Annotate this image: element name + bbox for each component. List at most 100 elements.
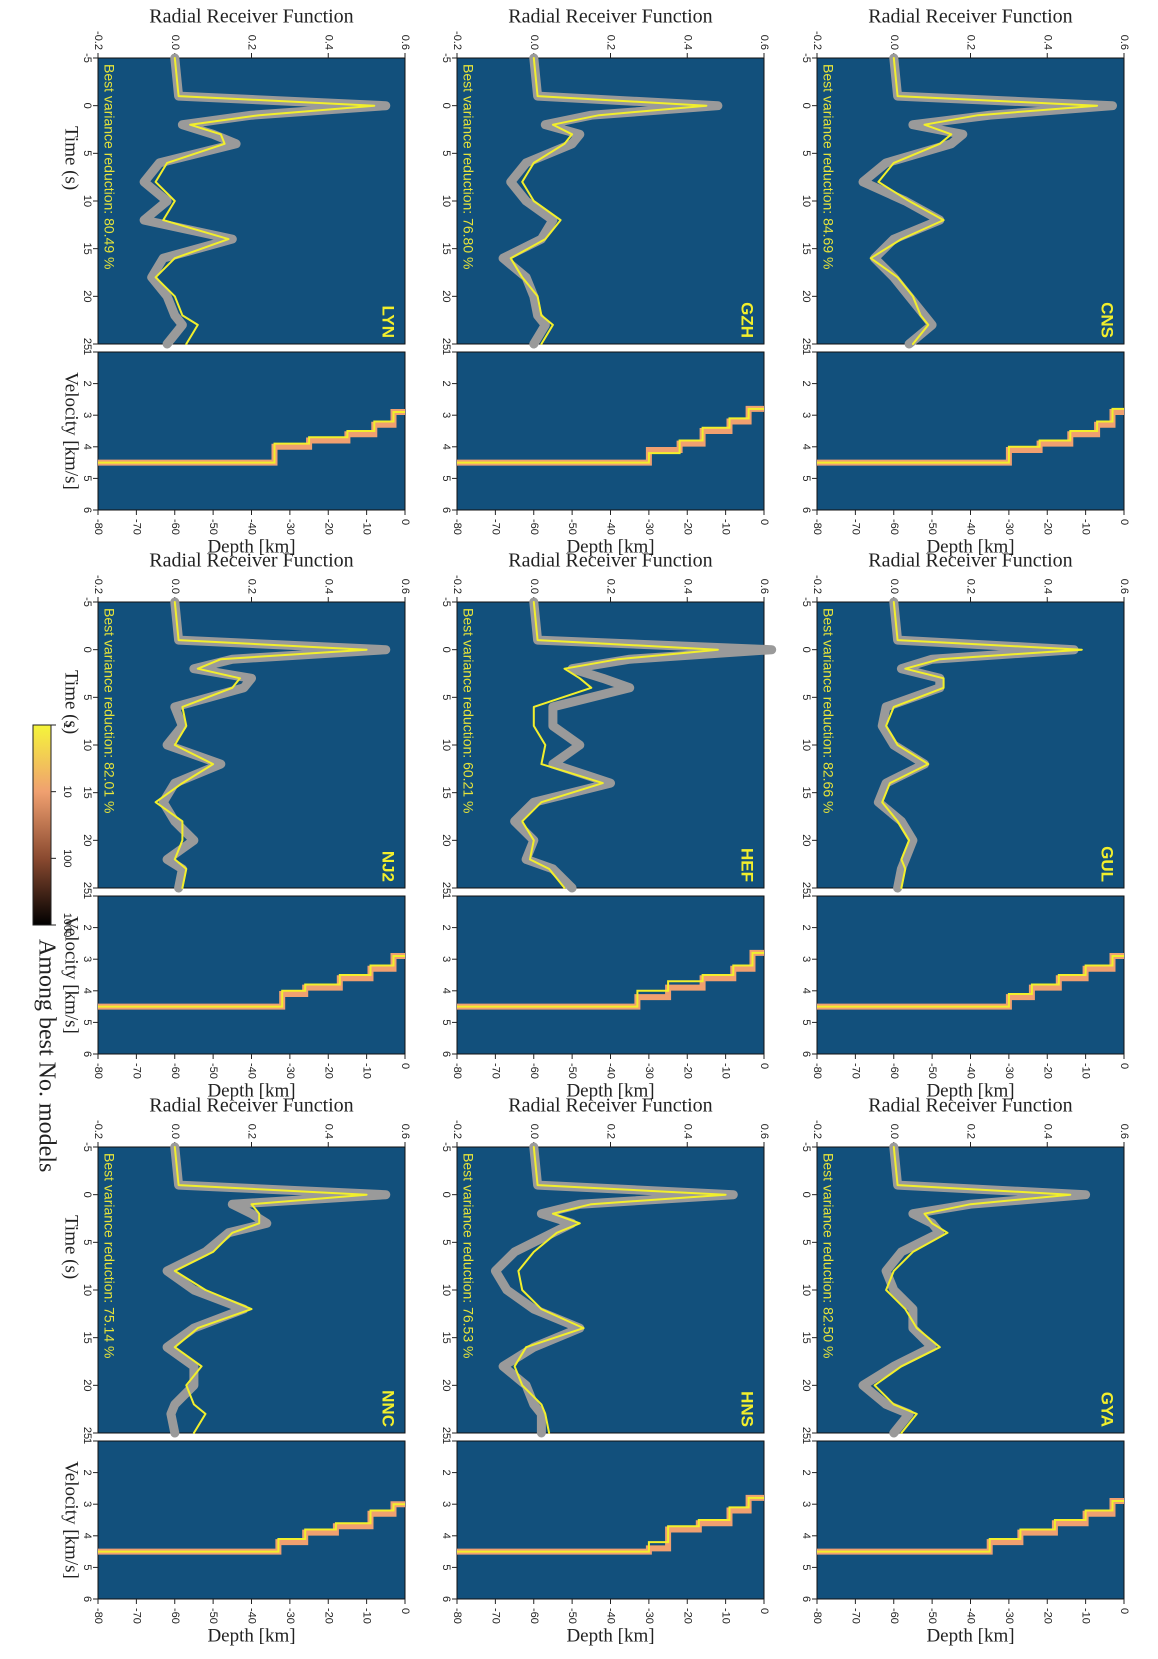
- depth-tick-label: -10: [361, 1063, 373, 1079]
- time-tick-label: 0: [81, 103, 93, 109]
- panel-title: Radial Receiver Function: [149, 6, 353, 28]
- depth-tick-label: -70: [489, 519, 501, 535]
- time-tick-label: 15: [81, 243, 93, 255]
- axis-label: Time (s): [61, 1215, 82, 1279]
- velocity-tick-label: 5: [800, 1564, 812, 1570]
- velocity-tick-label: 4: [81, 1533, 93, 1539]
- velocity-model: [457, 1496, 764, 1553]
- velocity-tick-label: 6: [800, 1596, 812, 1602]
- velocity-tick-label: 6: [81, 507, 93, 513]
- depth-tick-label: -60: [528, 519, 540, 535]
- depth-tick-label: -70: [849, 1608, 861, 1624]
- depth-tick-label: -60: [169, 1608, 181, 1624]
- amplitude-tick-label: 0.0: [888, 35, 900, 50]
- station-label: HEF: [738, 848, 757, 882]
- amplitude-tick-label: -0.2: [92, 575, 104, 594]
- amplitude-tick-label: 0.0: [888, 579, 900, 594]
- rf-line: [521, 601, 719, 889]
- velocity-tick-label: 2: [800, 1470, 812, 1476]
- station-label: HNS: [738, 1391, 757, 1427]
- velocity-tick-label: 1: [440, 893, 452, 899]
- colorbar: [32, 724, 52, 926]
- time-tick-label: 10: [81, 1284, 93, 1296]
- depth-tick-label: -40: [246, 519, 258, 535]
- depth-tick-label: -80: [811, 1608, 823, 1624]
- rf-line: [162, 1142, 391, 1438]
- depth-tick-label: -10: [720, 1063, 732, 1079]
- depth-tick-label: -10: [1080, 1063, 1092, 1079]
- depth-tick-label: -70: [130, 519, 142, 535]
- velocity-tick-label: 4: [81, 444, 93, 450]
- axis-label: Depth [km]: [926, 1625, 1014, 1646]
- time-tick-label: -5: [800, 1142, 812, 1152]
- velocity-tick-label: 3: [81, 956, 93, 962]
- amplitude-tick-label: 0.0: [169, 35, 181, 50]
- time-tick-label: 15: [440, 787, 452, 799]
- amplitude-tick-label: 0.2: [965, 35, 977, 50]
- amplitude-tick-label: 0.0: [528, 579, 540, 594]
- axis-label: Velocity [km/s]: [61, 372, 82, 490]
- depth-tick-label: -20: [1041, 519, 1053, 535]
- time-tick-label: 25: [800, 1427, 812, 1439]
- depth-tick-label: -50: [566, 519, 578, 535]
- amplitude-tick-label: 0.2: [965, 579, 977, 594]
- time-tick-label: 25: [81, 338, 93, 350]
- depth-tick-label: -80: [451, 1063, 463, 1079]
- velocity-tick-label: 6: [800, 1051, 812, 1057]
- annotation: Best variance reduction: 82.01 %: [101, 608, 117, 813]
- velocity-tick-label: 4: [440, 444, 452, 450]
- panel-title: Radial Receiver Function: [149, 1095, 353, 1117]
- velocity-model: [457, 407, 764, 464]
- time-tick-label: 5: [800, 150, 812, 156]
- rf-line: [173, 1146, 368, 1434]
- time-tick-label: 15: [81, 787, 93, 799]
- axis-label: Time (s): [61, 670, 82, 734]
- velocity-tick-label: 5: [800, 1019, 812, 1025]
- time-tick-label: -5: [440, 53, 452, 63]
- velocity-tick-label: 2: [440, 1470, 452, 1476]
- panel-title: Radial Receiver Function: [508, 1095, 712, 1117]
- velocity-tick-label: 4: [440, 988, 452, 994]
- rf-line: [873, 1146, 1072, 1434]
- depth-tick-label: -50: [926, 1063, 938, 1079]
- depth-tick-label: -50: [207, 1608, 219, 1624]
- time-tick-label: 5: [81, 150, 93, 156]
- time-tick-label: 15: [800, 1332, 812, 1344]
- amplitude-tick-label: -0.2: [451, 575, 463, 594]
- time-tick-label: 5: [440, 150, 452, 156]
- depth-tick-label: -20: [681, 1608, 693, 1624]
- station-label: LYN: [379, 306, 398, 338]
- time-tick-label: -5: [81, 1142, 93, 1152]
- station-label: GUL: [1098, 846, 1117, 882]
- time-tick-label: 25: [440, 1427, 452, 1439]
- velocity-tick-label: 1: [81, 1438, 93, 1444]
- time-tick-label: 10: [800, 195, 812, 207]
- time-tick-label: 10: [81, 739, 93, 751]
- amplitude-tick-label: -0.2: [811, 1120, 823, 1139]
- depth-tick-label: -40: [605, 1063, 617, 1079]
- velocity-tick-label: 4: [81, 988, 93, 994]
- velocity-model: [817, 407, 1124, 464]
- velocity-tick-label: 2: [440, 381, 452, 387]
- depth-tick-label: -20: [1041, 1608, 1053, 1624]
- rf-line: [869, 57, 1099, 345]
- plot-area: [97, 1440, 406, 1600]
- amplitude-tick-label: 0.4: [681, 35, 693, 50]
- depth-tick-label: -20: [1041, 1063, 1053, 1079]
- time-tick-label: 5: [800, 694, 812, 700]
- time-tick-label: 0: [800, 103, 812, 109]
- amplitude-tick-label: 0.6: [758, 35, 770, 50]
- velocity-tick-label: 1: [81, 893, 93, 899]
- amplitude-tick-label: 0.4: [1041, 1124, 1053, 1139]
- velocity-tick-label: 4: [800, 1533, 812, 1539]
- amplitude-tick-label: 0.2: [246, 1124, 258, 1139]
- time-tick-label: 5: [81, 694, 93, 700]
- depth-tick-label: -40: [965, 1608, 977, 1624]
- time-tick-label: 25: [800, 882, 812, 894]
- amplitude-tick-label: 0.0: [528, 1124, 540, 1139]
- annotation: Best variance reduction: 82.66 %: [820, 608, 836, 813]
- amplitude-tick-label: 0.2: [246, 35, 258, 50]
- time-tick-label: 0: [440, 647, 452, 653]
- amplitude-tick-label: 0.4: [681, 579, 693, 594]
- depth-tick-label: -70: [489, 1608, 501, 1624]
